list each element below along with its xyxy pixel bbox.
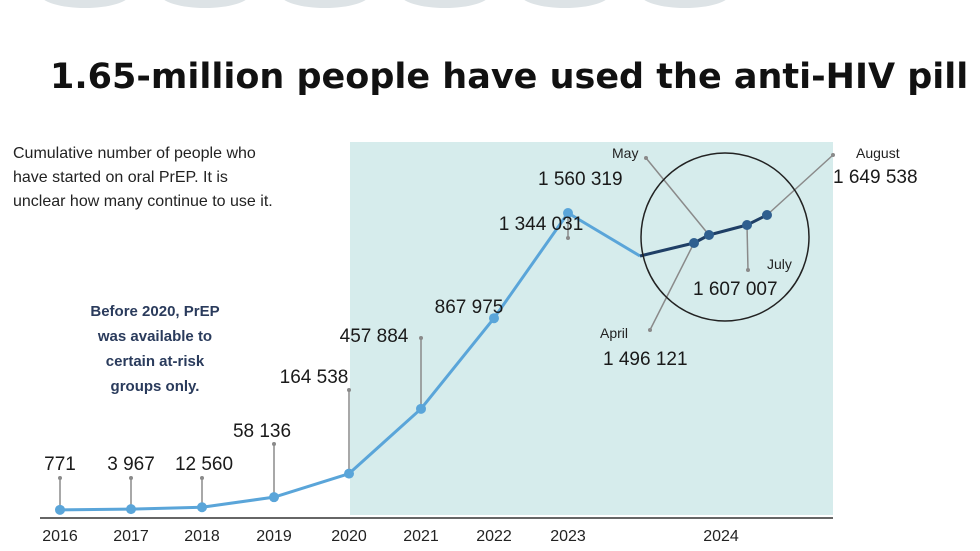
series-main (55, 208, 641, 515)
note-line-4: groups only. (111, 378, 200, 395)
leader-dot (129, 476, 133, 480)
data-label: 457 884 (340, 326, 409, 347)
x-tick-label: 2024 (703, 528, 739, 545)
chart-title: 1.65-million people have used the anti-H… (50, 57, 968, 97)
subtitle-line-2: have started on oral PrEP. It is (13, 169, 228, 186)
note-line-3: certain at-risk (106, 353, 205, 370)
header-decoration (44, 0, 726, 8)
month-label: July (767, 256, 792, 272)
x-tick-label: 2021 (403, 528, 439, 545)
zoom-data-label: 1 649 538 (833, 167, 918, 188)
zoom-leader-line (766, 154, 834, 216)
x-ticks: 2016 2017 2018 2019 2020 2021 2022 2023 2024 (42, 528, 739, 545)
zoom-leader-dot (648, 328, 652, 332)
data-point (489, 313, 499, 324)
note-line-2: was available to (97, 328, 212, 345)
data-point (269, 492, 279, 503)
data-point (563, 208, 573, 218)
x-tick-label: 2017 (113, 528, 149, 545)
leader-dot (58, 476, 62, 480)
data-label: 3 967 (107, 454, 155, 475)
subtitle-line-1: Cumulative number of people who (13, 145, 256, 162)
x-tick-label: 2019 (256, 528, 292, 545)
zoom-leader-line (649, 242, 695, 331)
leader-dot (419, 336, 423, 340)
zoom-data-label: 1 496 121 (603, 349, 688, 370)
data-point (197, 502, 207, 513)
leader-dot (347, 388, 351, 392)
x-tick-label: 2016 (42, 528, 78, 545)
zoom-leader-line (645, 157, 710, 236)
x-tick-label: 2023 (550, 528, 586, 545)
data-label: 164 538 (280, 367, 349, 388)
data-point (344, 468, 354, 479)
data-point (416, 403, 426, 414)
data-point (55, 504, 65, 515)
note: Before 2020, PrEP was available to certa… (90, 303, 219, 395)
leader-dot (200, 476, 204, 480)
data-label: 771 (44, 454, 76, 475)
note-line-1: Before 2020, PrEP (90, 303, 219, 320)
zoom-circle (640, 152, 810, 322)
zoom-data-point (742, 220, 752, 230)
zoom-leader-dot (831, 153, 835, 157)
subtitle: Cumulative number of people who have sta… (13, 145, 273, 210)
zoom-data-point (762, 210, 772, 220)
month-label: May (612, 145, 638, 161)
x-tick-label: 2018 (184, 528, 220, 545)
highlight-band (350, 142, 833, 515)
series-zoom (639, 210, 772, 258)
zoom-data-point (689, 238, 699, 248)
zoom-data-label: 1 607 007 (693, 279, 778, 300)
zoom-data-point (704, 230, 714, 240)
leader-dot (272, 442, 276, 446)
leader-lines (58, 153, 835, 510)
zoom-leader-line (746, 224, 749, 271)
data-label: 58 136 (233, 421, 291, 442)
month-label: August (856, 145, 900, 161)
zoom-leader-dot (644, 156, 648, 160)
leader-dot (566, 236, 570, 240)
x-tick-label: 2022 (476, 528, 512, 545)
data-point (126, 504, 136, 515)
x-tick-label: 2020 (331, 528, 367, 545)
data-label: 867 975 (435, 297, 504, 318)
zoom-data-label: 1 560 319 (538, 169, 623, 190)
data-label: 1 344 031 (499, 214, 584, 235)
zoom-leader-dot (746, 268, 750, 272)
month-label: April (600, 325, 628, 341)
data-label: 12 560 (175, 454, 233, 475)
subtitle-line-3: unclear how many continue to use it. (13, 193, 273, 210)
